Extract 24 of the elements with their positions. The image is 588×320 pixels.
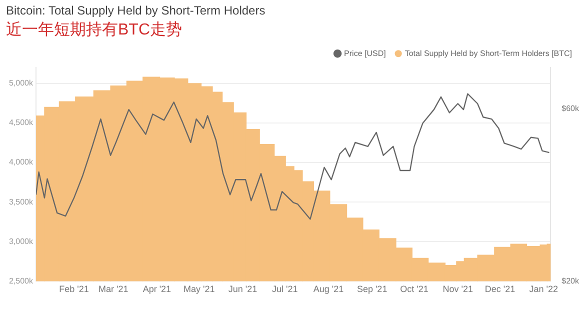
x-tick-label: Apr '21 — [142, 284, 172, 294]
chart-subtitle: 近一年短期持有BTC走势 — [6, 20, 182, 38]
chart-title: Bitcoin: Total Supply Held by Short-Term Holders — [6, 4, 266, 18]
y-tick-label: 3,000k — [8, 236, 34, 246]
x-tick-label: Aug '21 — [313, 284, 344, 294]
y-tick-label: 4,500k — [8, 118, 34, 128]
y-tick-label: 5,000k — [8, 78, 34, 88]
y2-tick-label: $20k — [562, 276, 580, 286]
y-tick-label: 3,500k — [8, 197, 34, 206]
x-tick-label: Oct '21 — [400, 284, 428, 294]
x-tick-label: Jul '21 — [272, 284, 298, 294]
x-tick-label: Sep '21 — [356, 284, 388, 294]
x-tick-label: Nov '21 — [442, 284, 473, 294]
x-tick-label: Jan '22 — [529, 284, 558, 294]
x-tick-label: Jun '21 — [228, 284, 258, 294]
x-tick-label: May '21 — [184, 284, 215, 294]
y-tick-label: 2,500k — [8, 276, 34, 286]
y2-tick-label: $60k — [562, 104, 580, 113]
legend-label: Total Supply Held by Short-Term Holders [BTC] — [404, 48, 572, 58]
x-tick-label: Feb '21 — [59, 284, 89, 294]
x-tick-label: Dec '21 — [484, 284, 516, 294]
x-tick-label: Mar '21 — [98, 284, 128, 294]
y-tick-label: 4,000k — [8, 158, 34, 167]
legend-label: Price [USD] — [344, 48, 386, 58]
